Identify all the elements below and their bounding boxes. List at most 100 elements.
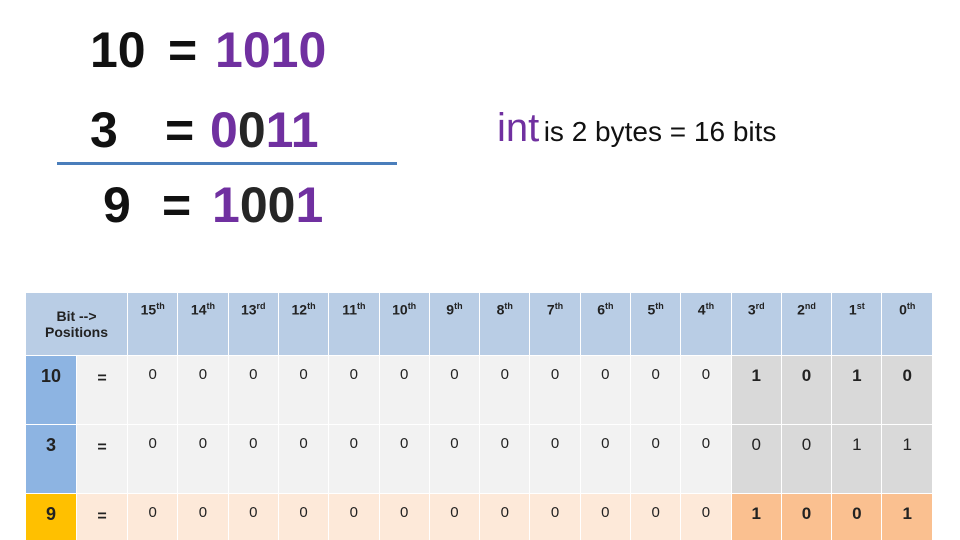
bit-cell: 0 (579, 355, 631, 425)
bit-cell: 0 (177, 355, 229, 425)
binary-digit: 0 (239, 177, 268, 233)
bit-cell: 0 (629, 424, 682, 494)
position-header: 5th (629, 292, 682, 356)
position-suffix: rd (256, 301, 266, 311)
bit-cell: 0 (177, 424, 229, 494)
note-keyword: int (497, 106, 540, 150)
bit-cell: 1 (831, 355, 883, 425)
position-number: 13 (240, 301, 257, 318)
position-header: 11th (328, 292, 380, 356)
bit-cell: 0 (730, 424, 782, 494)
bit-cell: 0 (428, 355, 481, 425)
bit-cell: 0 (127, 355, 179, 425)
position-suffix: th (156, 301, 165, 311)
position-suffix: th (655, 301, 664, 311)
bit-cell: 0 (780, 424, 833, 494)
bit-cell: 0 (479, 355, 531, 425)
binary-digit: 0 (242, 22, 271, 78)
bit-cell: 0 (680, 493, 732, 540)
bit-table: Bit --> Positions 15th 14th 13rd 12th 11th 10th… (24, 292, 933, 540)
position-number: 4 (697, 301, 706, 318)
bit-cell: 0 (780, 493, 833, 540)
bit-cell: 0 (831, 493, 883, 540)
bit-cell: 0 (328, 424, 380, 494)
binary-digit: 0 (298, 22, 327, 78)
bit-cell: 0 (378, 355, 430, 425)
bit-cell: 0 (127, 424, 179, 494)
bit-cell: 0 (479, 493, 531, 540)
bit-cell: 0 (127, 493, 179, 540)
row-label: 3 (25, 424, 77, 494)
row-sign: = (75, 424, 129, 494)
data-row: 3 = 0 0 0 0 0 0 0 0 0 0 0 0 0 0 1 1 (25, 424, 933, 494)
position-suffix: th (454, 301, 463, 311)
row-sign: = (75, 355, 129, 425)
position-suffix: th (407, 301, 417, 311)
bit-cell: 0 (680, 355, 732, 425)
bit-cell: 0 (227, 355, 279, 425)
bit-cell: 0 (378, 424, 430, 494)
bit-cell: 0 (579, 493, 631, 540)
position-header: 6th (579, 292, 631, 356)
position-suffix: th (604, 301, 614, 311)
bit-cell: 1 (881, 493, 933, 540)
position-header: 14th (177, 292, 229, 356)
binary-digit: 0 (237, 102, 266, 158)
position-suffix: st (856, 301, 865, 311)
position-suffix: rd (755, 301, 765, 311)
position-number: 12 (291, 301, 308, 318)
note-text: is 2 bytes = 16 bits (543, 116, 777, 147)
bit-cell: 0 (277, 493, 330, 540)
bit-cell: 0 (529, 424, 581, 494)
binary-value: 0011 (210, 105, 319, 155)
position-number: 6 (597, 301, 605, 318)
position-number: 5 (647, 301, 656, 318)
bit-cell: 0 (529, 355, 581, 425)
bit-cell: 0 (881, 355, 933, 425)
position-suffix: th (307, 301, 316, 311)
position-header: 2nd (780, 292, 833, 356)
position-number: 10 (392, 301, 408, 318)
bit-cell: 0 (328, 493, 380, 540)
equals-sign: = (168, 22, 198, 78)
bit-cell: 0 (227, 424, 279, 494)
row-label: 9 (25, 493, 77, 540)
position-header: 9th (428, 292, 481, 356)
header-label: Bit --> Positions (24, 292, 129, 356)
bit-cell: 0 (629, 493, 682, 540)
position-number: 9 (446, 301, 455, 318)
position-suffix: th (357, 301, 366, 311)
position-number: 7 (546, 301, 555, 318)
position-suffix: nd (804, 301, 816, 311)
header-label-line: Bit --> (56, 308, 97, 324)
data-row: 10 = 0 0 0 0 0 0 0 0 0 0 0 0 1 0 1 0 (25, 355, 933, 425)
position-header: 15th (127, 292, 179, 356)
equals-sign: = (165, 102, 195, 158)
position-suffix: th (705, 301, 715, 311)
operand: 10 (90, 22, 146, 78)
row-sign: = (75, 493, 129, 540)
position-number: 15 (140, 301, 157, 318)
bit-cell: 1 (730, 355, 782, 425)
header-label-line: Positions (45, 324, 109, 340)
position-number: 11 (342, 301, 357, 318)
operand: 3 (90, 102, 118, 158)
bit-cell: 1 (730, 493, 782, 540)
bit-cell: 1 (831, 424, 883, 494)
position-header: 1st (831, 292, 883, 356)
equals-sign: = (162, 177, 192, 233)
bit-cell: 0 (680, 424, 732, 494)
bit-cell: 0 (479, 424, 531, 494)
position-header: 8th (479, 292, 531, 356)
bit-cell: 0 (629, 355, 682, 425)
bit-cell: 0 (177, 493, 229, 540)
position-number: 14 (190, 301, 207, 318)
position-suffix: th (554, 301, 564, 311)
position-header: 12th (277, 292, 330, 356)
binary-digit: 0 (210, 102, 238, 158)
binary-digit: 1 (295, 177, 324, 233)
bit-cell: 0 (529, 493, 581, 540)
position-number: 2 (797, 301, 805, 318)
bit-cell: 0 (328, 355, 380, 425)
